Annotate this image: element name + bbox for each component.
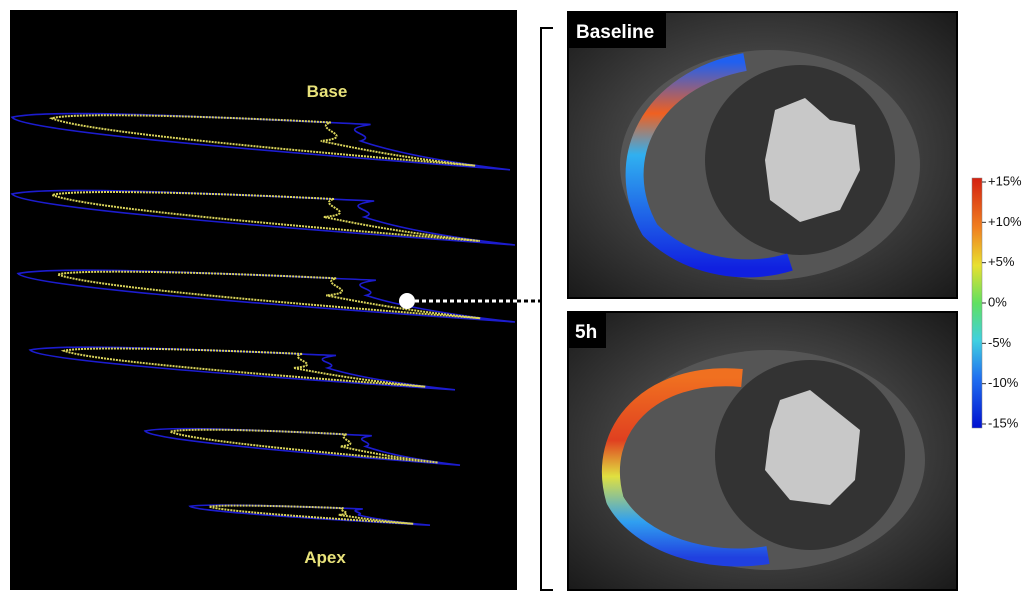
colorbar-tick-label: 0% <box>988 294 1007 309</box>
mri-image: 5h <box>568 312 957 590</box>
image-label: Baseline <box>576 22 654 43</box>
image-label: 5h <box>575 322 597 343</box>
bracket <box>541 28 553 590</box>
colorbar-tick-label: +10% <box>988 214 1022 229</box>
base-label: Base <box>307 82 348 101</box>
colorbar-tick-label: -5% <box>988 335 1012 350</box>
colorbar-tick-label: -10% <box>988 375 1019 390</box>
figure: Base Apex Baseline 5h +15% +10% +5% 0% -5% -1… <box>0 0 1036 593</box>
colorbar-tick-label: -15% <box>988 415 1019 430</box>
colorbar-ticks: +15% +10% +5% 0% -5% -10% -15% <box>982 173 1022 430</box>
colorbar <box>972 178 982 428</box>
slice-marker <box>399 293 415 309</box>
apex-label: Apex <box>304 548 346 567</box>
colorbar-tick-label: +15% <box>988 173 1022 188</box>
colorbar-tick-label: +5% <box>988 254 1015 269</box>
mri-image: Baseline <box>568 12 957 298</box>
